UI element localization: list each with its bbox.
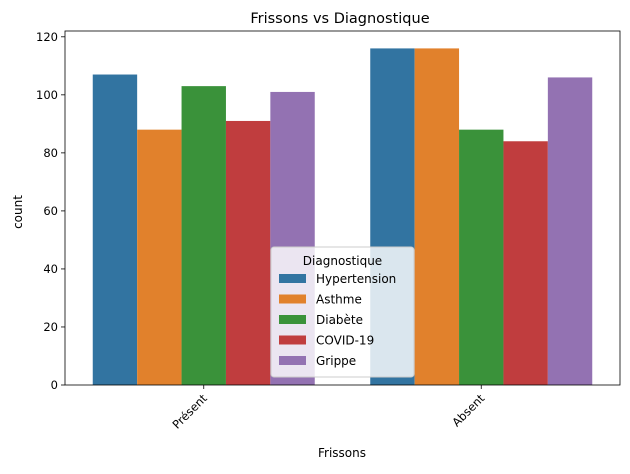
bar-hypertension-0 <box>92 74 138 385</box>
bar-diab-te-1 <box>459 129 504 385</box>
plot-area: 0 20 40 60 80 100 120 Présent Absent <box>36 30 621 432</box>
y-tick-label: 100 <box>36 88 58 102</box>
legend-label: Asthme <box>316 293 362 307</box>
y-tick-label: 0 <box>51 378 58 392</box>
bar-covid-19-0 <box>225 120 271 386</box>
bar-diab-te-0 <box>181 86 226 385</box>
legend-label: Grippe <box>316 354 356 368</box>
legend-swatch <box>279 294 306 304</box>
legend-box <box>270 246 415 378</box>
legend-label: Hypertension <box>316 272 396 286</box>
legend-title: Diagnostique <box>303 254 382 268</box>
legend-swatch <box>279 315 306 324</box>
x-axis-label: Frissons <box>318 446 366 460</box>
y-axis-label: count <box>11 195 25 229</box>
chart-title: Frissons vs Diagnostique <box>250 11 429 27</box>
x-tick-label: Présent <box>169 391 210 432</box>
legend-swatch <box>279 335 306 345</box>
y-tick-label: 40 <box>43 262 58 276</box>
legend-swatch <box>279 356 306 365</box>
bar-asthme-0 <box>137 129 182 385</box>
x-tick-label: Absent <box>449 391 488 430</box>
y-tick-label: 60 <box>43 204 58 218</box>
legend: Diagnostique Hypertension Asthme Diabète COV… <box>270 246 415 378</box>
legend-label: COVID-19 <box>316 334 374 348</box>
legend-label: Diabète <box>316 313 363 327</box>
bar-grippe-1 <box>547 77 593 385</box>
y-tick-label: 120 <box>36 30 58 44</box>
bar-covid-19-1 <box>503 141 548 385</box>
legend-swatch <box>279 274 306 283</box>
bar-asthme-1 <box>414 48 460 385</box>
y-tick-label: 20 <box>43 320 58 334</box>
y-tick-label: 80 <box>43 146 58 160</box>
axes-frame <box>64 30 621 386</box>
